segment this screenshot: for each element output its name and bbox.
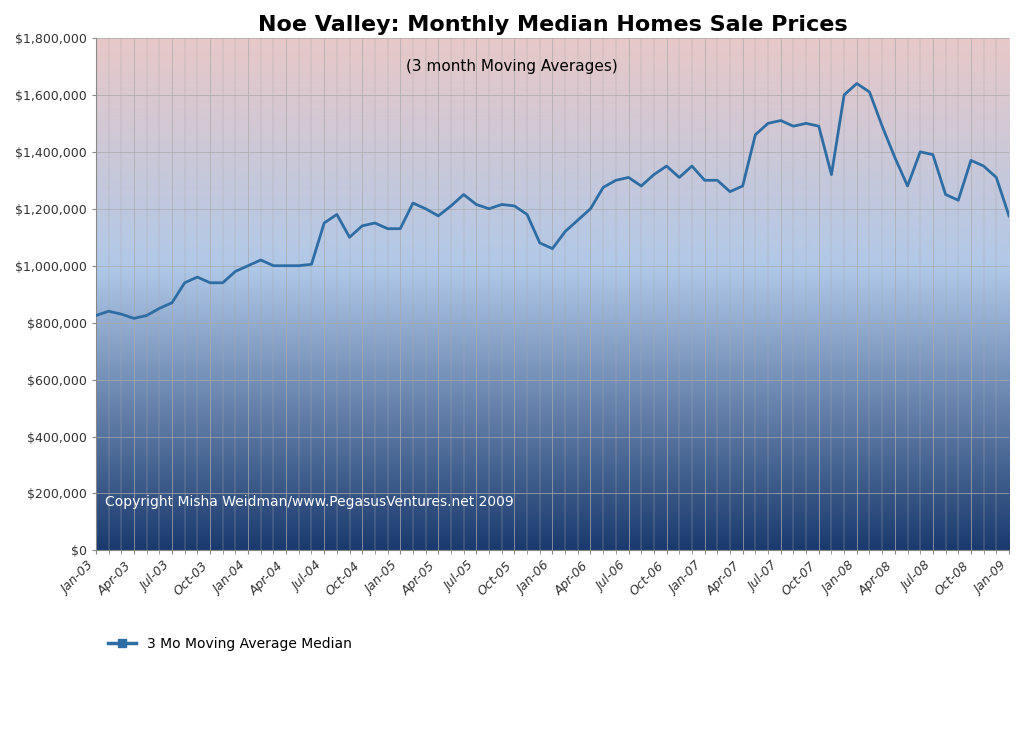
Text: Copyright Misha Weidman/www.PegasusVentures.net 2009: Copyright Misha Weidman/www.PegasusVentu…: [105, 496, 514, 510]
Legend: 3 Mo Moving Average Median: 3 Mo Moving Average Median: [102, 631, 357, 656]
Text: (3 month Moving Averages): (3 month Moving Averages): [407, 59, 617, 74]
Title: Noe Valley: Monthly Median Homes Sale Prices: Noe Valley: Monthly Median Homes Sale Pr…: [258, 15, 847, 35]
